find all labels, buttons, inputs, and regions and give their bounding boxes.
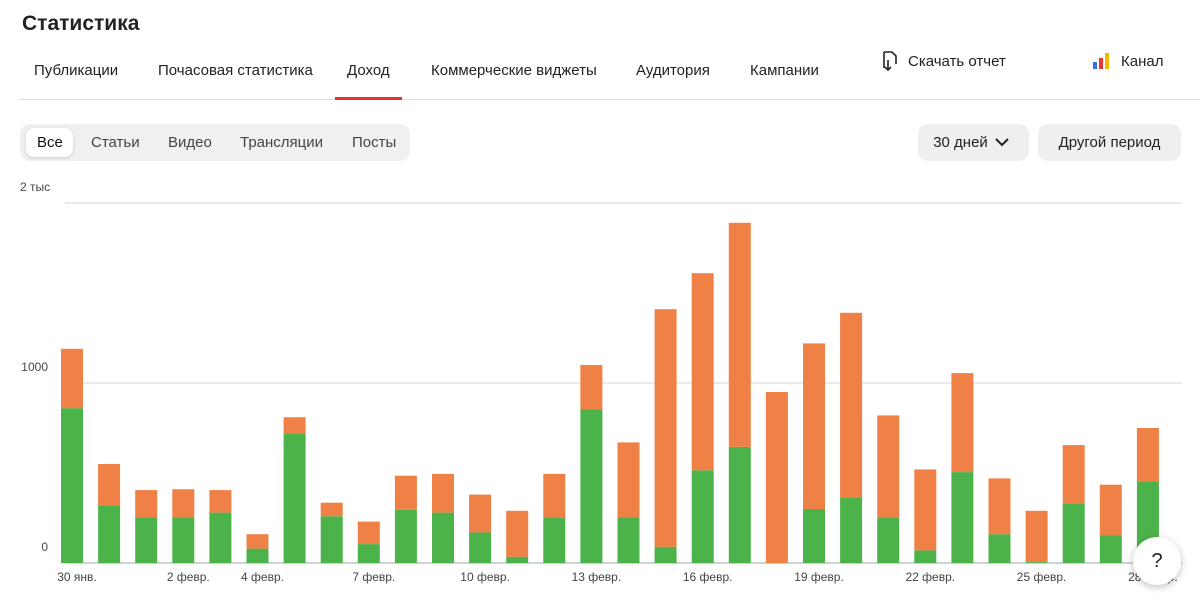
- filter-pill[interactable]: Посты: [352, 134, 397, 151]
- bar-segment: [914, 469, 937, 551]
- download-icon: [883, 51, 897, 72]
- x-tick-label: 22 февр.: [905, 570, 955, 584]
- bar-segment: [1099, 535, 1122, 563]
- bar-segment: [469, 532, 492, 563]
- y-tick-label: 1000: [21, 360, 48, 374]
- filter-pill[interactable]: Трансляции: [240, 134, 324, 151]
- bar-segment: [580, 409, 603, 563]
- x-tick-label: 19 февр.: [794, 570, 844, 584]
- tab[interactable]: Публикации: [34, 62, 119, 79]
- bar-segment: [357, 521, 380, 545]
- bar-segment: [803, 509, 825, 563]
- bar-segment: [172, 489, 195, 518]
- bar-segment: [469, 494, 492, 533]
- bar-segment: [98, 464, 121, 506]
- x-tick-label: 25 февр.: [1017, 570, 1067, 584]
- bar-segment: [246, 534, 269, 549]
- bar-segment: [617, 517, 640, 563]
- chevron: [995, 137, 1009, 146]
- tab[interactable]: Аудитория: [636, 62, 710, 79]
- x-tick-label: 16 февр.: [683, 570, 733, 584]
- bar-segment: [988, 534, 1011, 563]
- bar-segment: [691, 273, 714, 471]
- bar-segment: [432, 512, 454, 563]
- bar-segment: [283, 417, 306, 434]
- bar-segment: [654, 309, 677, 547]
- channel-icon: [1093, 53, 1109, 69]
- bar-segment: [135, 490, 158, 518]
- bar-segment: [728, 446, 751, 563]
- bar-segment: [914, 550, 937, 563]
- bar-segment: [246, 548, 269, 563]
- bar-segment: [765, 392, 788, 563]
- y-tick-label: 0: [41, 540, 48, 554]
- bar-segment: [728, 222, 751, 447]
- bar-segment: [394, 509, 417, 563]
- bar-segment: [432, 473, 454, 513]
- tab[interactable]: Почасовая статистика: [158, 62, 313, 79]
- tab[interactable]: Коммерческие виджеты: [431, 62, 597, 79]
- x-tick-label: 2 февр.: [167, 570, 210, 584]
- bar-segment: [877, 518, 900, 563]
- x-tick-label: 30 янв.: [57, 570, 97, 584]
- bar-segment: [320, 502, 343, 517]
- bar-segment: [951, 472, 974, 563]
- y-tick-label: 2 тыс: [20, 180, 50, 194]
- tab[interactable]: Кампании: [750, 62, 819, 79]
- bar-segment: [283, 433, 306, 563]
- bar-segment: [61, 408, 83, 563]
- bar-segment: [172, 517, 195, 563]
- tab-separator: [20, 99, 1200, 100]
- bar-segment: [840, 497, 863, 563]
- filter-pill[interactable]: Видео: [168, 134, 212, 151]
- bar-segment: [135, 517, 158, 563]
- filter-group: [20, 124, 410, 161]
- bar-segment: [951, 373, 974, 473]
- bar-segment: [543, 473, 566, 518]
- chart: 0 1000 2 тыс 30 янв. 2 февр. 4 февр. 7 февр. 10…: [20, 180, 1182, 584]
- bar-segment: [654, 546, 677, 563]
- download-button[interactable]: Скачать отчет: [908, 53, 1006, 70]
- bar-segment: [1025, 562, 1048, 563]
- bar-segment: [209, 512, 232, 563]
- bar-segment: [580, 365, 603, 410]
- bar-segment: [1062, 445, 1085, 504]
- x-tick-label: 4 февр.: [241, 570, 284, 584]
- bar-segment: [617, 442, 640, 518]
- period-select[interactable]: 30 дней: [918, 124, 1029, 161]
- bar-segment: [506, 556, 529, 563]
- bar-segment: [357, 544, 380, 563]
- bar-segment: [320, 516, 343, 563]
- bar-segment: [209, 490, 232, 513]
- bar-segment: [1099, 484, 1122, 536]
- bar-segment: [1062, 503, 1085, 563]
- bar-segment: [1136, 428, 1159, 482]
- bar-segment: [394, 475, 417, 510]
- help-button[interactable]: ?: [1133, 537, 1181, 585]
- bar-segment: [877, 415, 900, 518]
- filter-pill[interactable]: Все: [37, 134, 63, 151]
- bar-segment: [1025, 510, 1048, 563]
- x-tick-label: 10 февр.: [460, 570, 510, 584]
- period-label: 30 дней: [933, 134, 988, 151]
- filter-selected-bg: [26, 128, 73, 157]
- bar-segment: [98, 505, 121, 563]
- bar-segment: [506, 510, 529, 557]
- bar-segment: [543, 518, 566, 563]
- bar-segment: [691, 470, 714, 563]
- other-period-button[interactable]: Другой период: [1038, 124, 1181, 161]
- page-title: Статистика: [22, 12, 140, 35]
- bar-segment: [988, 478, 1011, 535]
- x-tick-label: 13 февр.: [572, 570, 622, 584]
- bar-segment: [840, 312, 863, 498]
- filter-pill[interactable]: Статьи: [91, 134, 140, 151]
- channel-button[interactable]: Канал: [1121, 53, 1164, 70]
- x-tick-label: 7 февр.: [352, 570, 395, 584]
- tab-underline: [335, 97, 402, 100]
- bar-segment: [803, 343, 825, 509]
- bar-segment: [61, 348, 83, 409]
- tab[interactable]: Доход: [347, 62, 390, 79]
